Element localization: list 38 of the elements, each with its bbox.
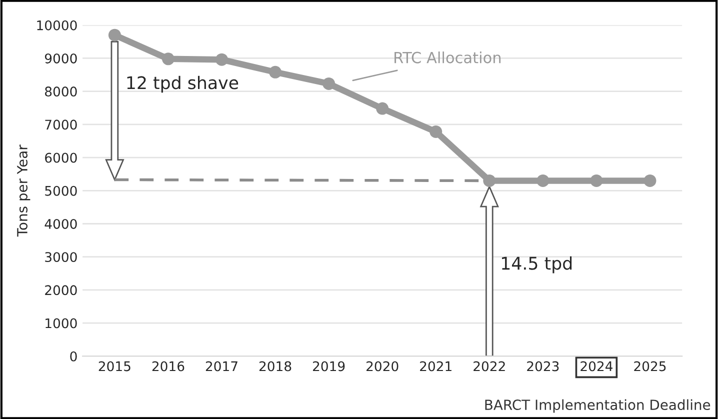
point (162, 52, 174, 66)
y-tick-label: 6000 (45, 152, 77, 163)
point (108, 28, 121, 42)
x-tick-label: 2021 (420, 361, 452, 372)
x-tick-label: 2019 (312, 361, 345, 372)
y-axis-title: Tons per Year (17, 144, 30, 237)
point (322, 77, 336, 90)
point (215, 53, 228, 66)
y-tick-label: 10000 (37, 20, 77, 30)
y-tick-label: 7000 (45, 120, 77, 130)
y-tick-label: 0 (70, 351, 77, 362)
x-tick-label: 2016 (152, 361, 184, 372)
y-tick-label: 1000 (46, 318, 77, 328)
y-tick-label: 8000 (45, 86, 77, 97)
x-tick-label: 2015 (98, 361, 130, 372)
point (483, 174, 496, 187)
point (430, 125, 442, 138)
x-tick-label: 2017 (206, 361, 238, 372)
y-tick-label: 4000 (44, 218, 77, 229)
x-tick-label: 2022 (474, 361, 505, 372)
annotation: 12 tpd shave (127, 76, 238, 93)
annotation: 14.5 tpd (502, 256, 572, 274)
point (376, 102, 389, 115)
y-tick-label: 3000 (45, 252, 77, 262)
text: RTC Allocation (394, 52, 501, 64)
y-tick-label: 5000 (45, 186, 77, 196)
y-tick-label: 9000 (44, 53, 77, 64)
y-tick-label: 2000 (45, 285, 77, 296)
x-tick-label: 2018 (259, 361, 292, 372)
point (269, 66, 282, 78)
point (644, 174, 656, 187)
x-tick-label: 2023 (527, 361, 559, 372)
point (590, 174, 603, 187)
x-tick-label: 2020 (366, 361, 398, 372)
x-tick-label: 2024 (580, 361, 612, 372)
text: BARCT Implementation Deadline (485, 399, 710, 413)
point (536, 174, 550, 187)
x-tick-label: 2025 (634, 361, 666, 372)
